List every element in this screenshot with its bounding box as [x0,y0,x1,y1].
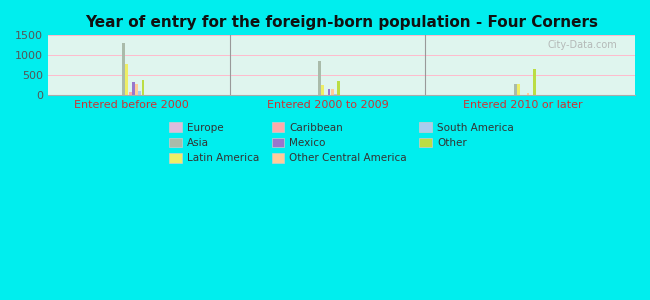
Bar [122,43,125,95]
Bar [526,93,529,95]
Bar [125,64,128,95]
Bar [321,85,324,95]
Title: Year of entry for the foreign-born population - Four Corners: Year of entry for the foreign-born popul… [85,15,598,30]
Text: City-Data.com: City-Data.com [548,40,617,50]
Bar [337,81,340,95]
Bar [318,61,321,95]
Bar [517,84,520,95]
Bar [132,82,135,95]
Bar [334,94,337,95]
Bar [135,84,138,95]
Bar [142,80,144,95]
Bar [514,84,517,95]
Legend: Europe, Asia, Latin America, Caribbean, Mexico, Other Central America, South Ame: Europe, Asia, Latin America, Caribbean, … [165,118,518,168]
Bar [331,89,333,95]
Bar [328,89,330,95]
Bar [138,91,141,95]
Bar [533,69,536,95]
Bar [129,92,131,95]
